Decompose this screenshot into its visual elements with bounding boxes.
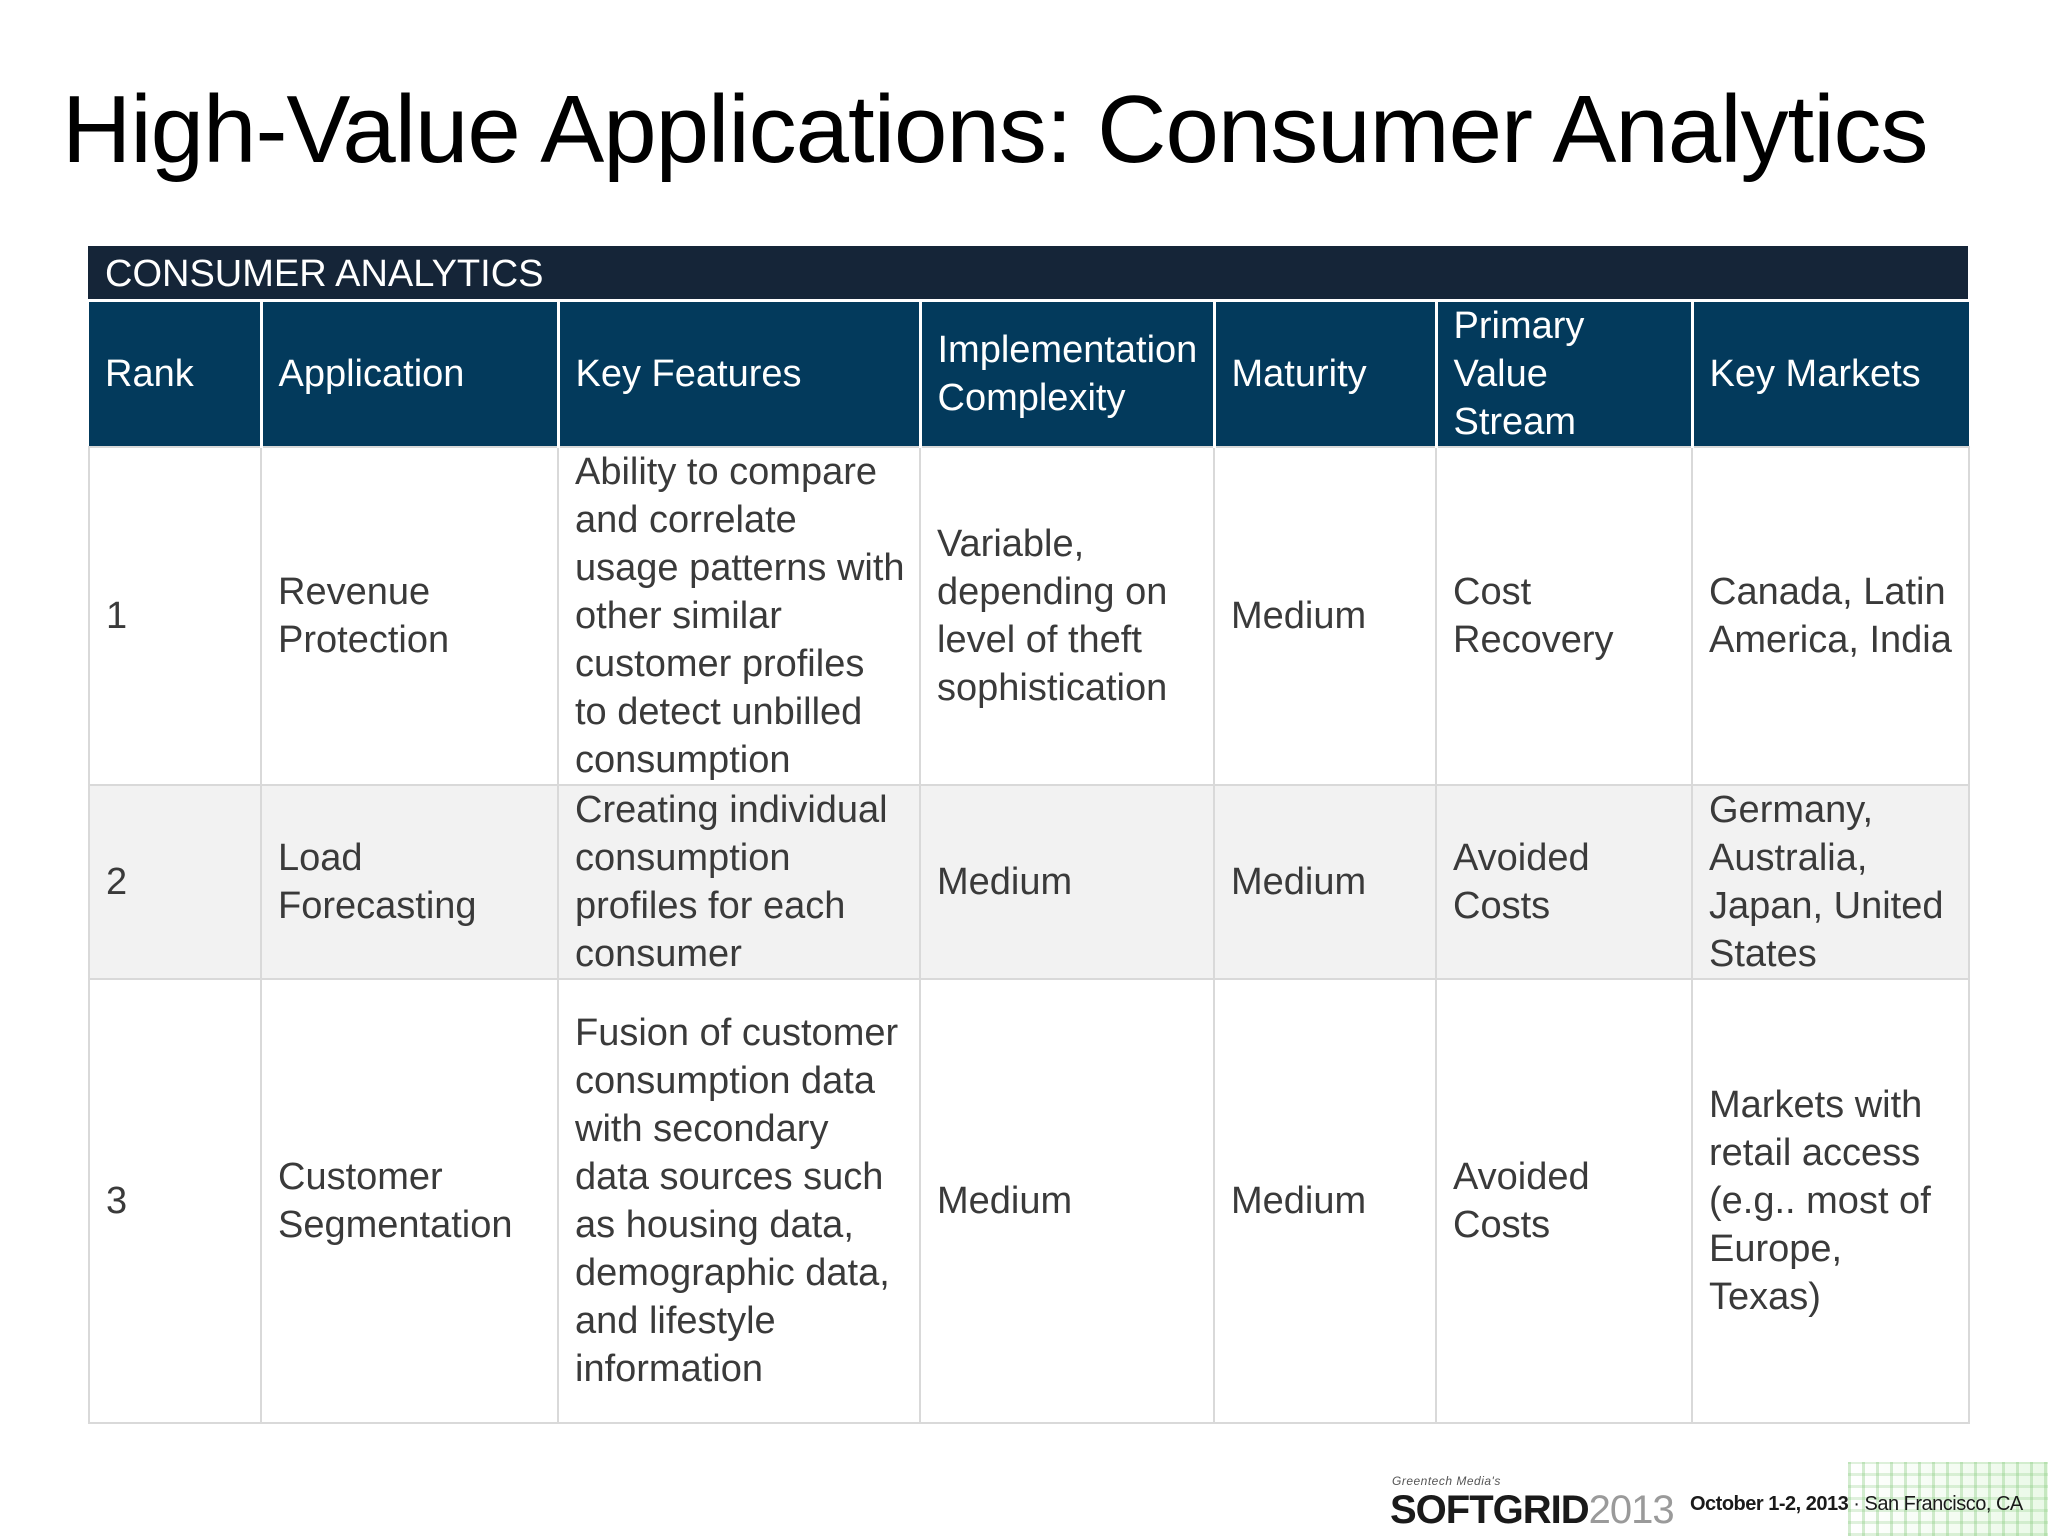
cell-key-markets: Canada, Latin America, India <box>1691 446 1970 786</box>
header-key-features: Key Features <box>558 302 922 447</box>
logo-tagline: Greentech Media's <box>1392 1474 1501 1488</box>
cell-maturity: Medium <box>1213 784 1437 980</box>
cell-complexity: Medium <box>919 978 1215 1424</box>
header-rank: Rank <box>89 302 263 447</box>
cell-value-stream: Cost Recovery <box>1435 446 1693 786</box>
table-row: 3 Customer Segmentation Fusion of custom… <box>88 978 1970 1424</box>
cell-application: Load Forecasting <box>260 784 559 980</box>
logo-brand: SOFTGRID <box>1390 1488 1590 1532</box>
header-application: Application <box>261 302 560 447</box>
event-location: San Francisco, CA <box>1864 1493 2024 1515</box>
header-row: Rank Application Key Features Implementa… <box>89 302 1969 447</box>
cell-application: Customer Segmentation <box>260 978 559 1424</box>
cell-key-features: Creating individual consumption profiles… <box>557 784 921 980</box>
header-complexity: Implementation Complexity <box>920 302 1216 447</box>
footer-grid-decoration <box>1848 1462 2048 1536</box>
cell-complexity: Medium <box>919 784 1215 980</box>
cell-rank: 2 <box>88 784 262 980</box>
cell-rank: 3 <box>88 978 262 1424</box>
header-value-stream: Primary Value Stream <box>1436 302 1694 447</box>
slide-footer: Greentech Media's SOFTGRID2013 October 1… <box>1370 1462 2048 1536</box>
table-row: 2 Load Forecasting Creating individual c… <box>88 784 1970 980</box>
event-separator: · <box>1848 1493 1865 1515</box>
header-maturity: Maturity <box>1214 302 1438 447</box>
softgrid-logo: Greentech Media's SOFTGRID2013 <box>1380 1474 1675 1534</box>
cell-maturity: Medium <box>1213 446 1437 786</box>
event-info: October 1-2, 2013 · San Francisco, CA <box>1690 1490 2023 1518</box>
cell-value-stream: Avoided Costs <box>1435 784 1693 980</box>
cell-application: Revenue Protection <box>260 446 559 786</box>
consumer-analytics-table: CONSUMER ANALYTICS Rank Application Key … <box>88 246 1970 1424</box>
cell-key-markets: Markets with retail access (e.g.. most o… <box>1691 978 1970 1424</box>
header-key-markets: Key Markets <box>1692 302 1969 447</box>
event-dates: October 1-2, 2013 <box>1690 1493 1849 1515</box>
slide-title: High-Value Applications: Consumer Analyt… <box>62 76 1929 183</box>
table-banner: CONSUMER ANALYTICS <box>88 246 1968 302</box>
logo-year: 2013 <box>1588 1488 1675 1532</box>
cell-key-features: Fusion of customer consumption data with… <box>557 978 921 1424</box>
cell-key-features: Ability to compare and correlate usage p… <box>557 446 921 786</box>
cell-key-markets: Germany, Australia, Japan, United States <box>1691 784 1970 980</box>
cell-value-stream: Avoided Costs <box>1435 978 1693 1424</box>
cell-maturity: Medium <box>1213 978 1437 1424</box>
table-row: 1 Revenue Protection Ability to compare … <box>88 446 1970 786</box>
cell-rank: 1 <box>88 446 262 786</box>
applications-table: Rank Application Key Features Implementa… <box>88 302 1970 1424</box>
logo-wordmark: SOFTGRID2013 <box>1390 1488 1675 1532</box>
cell-complexity: Variable, depending on level of theft so… <box>919 446 1215 786</box>
